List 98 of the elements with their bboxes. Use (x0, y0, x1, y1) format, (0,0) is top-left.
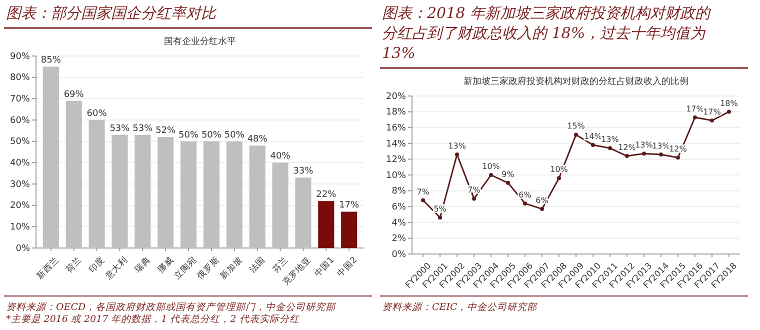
x-tick-label: 新加坡 (218, 254, 245, 282)
data-label: 50% (178, 130, 199, 140)
x-tick-label: 荷兰 (64, 254, 84, 276)
data-label: 13% (448, 141, 466, 150)
point (658, 152, 663, 156)
text: *主要是 2016 或 2017 年的数据，1 代表总分红，2 代表实际分红 (6, 313, 300, 325)
y-tick-label: 10% (10, 222, 30, 233)
data-label: 6% (518, 190, 532, 200)
x-tick-label: 挪威 (155, 254, 176, 276)
y-tick-label: 20% (10, 201, 30, 212)
point (574, 132, 578, 137)
chart-title: 图表：部分国家国企分红率对比 (6, 4, 217, 22)
point (557, 176, 562, 180)
x-tick-label: 法国 (247, 254, 268, 276)
chart-subtitle: 新加坡三家政府投资机构对财政的分红占财政收入的比例 (464, 76, 688, 87)
data-label: 53% (110, 124, 130, 134)
chart-subtitle: 国有企业分红水平 (164, 36, 236, 47)
text: 资料来源：OECD，各国政府财政部或国有资产管理部门，中金公司研究部 (6, 301, 337, 313)
bar (66, 100, 82, 248)
y-tick-label: 4% (392, 218, 406, 228)
point (489, 173, 494, 177)
y-tick-label: 60% (10, 116, 30, 126)
text: 资料来源：CEIC，中金公司研究部 (382, 301, 538, 313)
point (676, 156, 680, 160)
data-label: 15% (567, 122, 586, 131)
point (624, 154, 629, 158)
point (506, 180, 510, 185)
y-tick-label: 0% (16, 244, 30, 254)
bar (158, 137, 174, 248)
y-tick-label: 14% (386, 139, 406, 150)
data-label: 60% (86, 109, 108, 119)
point (710, 118, 714, 122)
bar (134, 134, 151, 248)
point (438, 216, 442, 220)
x-tick-label: 新西兰 (34, 254, 62, 282)
bar (318, 201, 334, 248)
y-tick-label: 18% (386, 108, 406, 118)
data-label: 9% (502, 170, 515, 179)
data-label: 40% (270, 152, 291, 162)
data-label: 52% (156, 126, 176, 136)
data-label: 18% (720, 98, 738, 108)
data-label: 17% (686, 104, 704, 114)
y-tick-label: 30% (10, 180, 30, 190)
data-label: 50% (201, 130, 222, 140)
data-label: 7% (416, 187, 430, 196)
y-tick-label: 90% (10, 52, 30, 62)
point (540, 206, 544, 211)
bar (226, 141, 242, 248)
data-label: 22% (316, 190, 337, 200)
y-tick-label: 80% (10, 73, 30, 84)
point (726, 110, 731, 114)
y-tick-label: 16% (386, 123, 406, 134)
bar (249, 146, 266, 248)
bar (42, 66, 59, 248)
y-tick-label: 6% (392, 202, 406, 212)
y-tick-label: 2% (392, 234, 406, 244)
data-label: 85% (40, 56, 62, 66)
bar (88, 120, 105, 248)
chart-title: 图表：2018 年新加坡三家政府投资机构对财政的分红占到了财政总收入的 18%，过去十年均值为 13% (382, 4, 712, 62)
y-tick-label: 20% (386, 92, 406, 102)
data-label: 17% (703, 107, 722, 116)
data-label: 33% (293, 166, 314, 177)
bar (112, 134, 128, 248)
y-tick-label: 40% (10, 158, 30, 169)
data-label: 13% (635, 140, 654, 150)
point (455, 152, 460, 156)
data-label: 12% (618, 143, 636, 152)
x-tick-label: 中国2 (335, 254, 360, 279)
y-tick-label: 8% (392, 186, 406, 197)
data-label: 53% (132, 124, 154, 134)
data-label: 17% (339, 200, 360, 211)
point (608, 146, 612, 150)
data-label: 50% (224, 130, 245, 140)
bar (272, 162, 288, 248)
point (421, 198, 426, 202)
y-tick-label: 50% (10, 137, 30, 148)
data-label: 10% (482, 162, 500, 171)
bar (341, 212, 358, 248)
bar (295, 178, 312, 248)
point (642, 152, 646, 156)
data-label: 48% (247, 134, 268, 145)
y-tick-label: 10% (386, 170, 406, 181)
point (472, 196, 476, 201)
point (590, 142, 595, 147)
x-tick-label: 意大利 (102, 254, 130, 282)
y-tick-label: 0% (392, 250, 406, 260)
bar (203, 141, 220, 248)
data-label: 14% (584, 132, 602, 141)
point (523, 201, 528, 206)
y-tick-label: 70% (10, 94, 30, 105)
data-label: 13% (601, 135, 620, 144)
y-tick-label: 12% (386, 155, 406, 166)
x-tick-label: 中国1 (312, 254, 336, 279)
data-label: 69% (64, 90, 84, 100)
x-tick-label: 瑞典 (132, 254, 153, 276)
bar (180, 141, 197, 248)
data-label: 13% (652, 141, 670, 150)
point (692, 115, 697, 120)
